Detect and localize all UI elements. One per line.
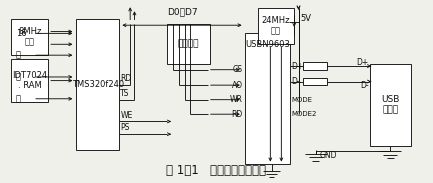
Bar	[76, 19, 120, 150]
Text: MODE2: MODE2	[291, 111, 317, 117]
Text: 24MHz
时钟: 24MHz 时钟	[262, 16, 290, 36]
Bar	[258, 8, 294, 44]
Text: D+: D+	[291, 61, 304, 71]
Text: TMS320f240: TMS320f240	[72, 80, 124, 89]
Text: USBN9603: USBN9603	[245, 40, 290, 49]
Text: D+: D+	[356, 58, 368, 67]
Text: WR: WR	[230, 95, 243, 104]
Text: 控制逻辑: 控制逻辑	[178, 40, 199, 49]
Text: 16: 16	[16, 29, 26, 38]
Text: RD: RD	[232, 110, 243, 119]
Text: WE: WE	[120, 111, 132, 120]
Bar	[303, 78, 326, 85]
Text: 号: 号	[16, 94, 21, 103]
Bar	[12, 59, 48, 102]
Bar	[245, 33, 290, 164]
Text: 8MHz
时钟: 8MHz 时钟	[18, 27, 42, 47]
Bar	[167, 24, 210, 64]
Text: 5V: 5V	[301, 14, 312, 23]
Text: D-: D-	[291, 77, 300, 86]
Text: D0～D7: D0～D7	[167, 7, 197, 16]
Text: USB
连接器: USB 连接器	[381, 95, 399, 115]
Text: RD: RD	[120, 74, 132, 83]
Bar	[370, 64, 411, 146]
Bar	[12, 19, 48, 55]
Text: GND: GND	[320, 151, 338, 160]
Text: AO: AO	[232, 81, 243, 90]
Text: 图 1－1   硬件结构原理框图: 图 1－1 硬件结构原理框图	[167, 164, 266, 177]
Text: CS: CS	[233, 65, 243, 74]
Text: 噪: 噪	[16, 51, 21, 60]
Text: IDT7024
. RAM: IDT7024 . RAM	[12, 71, 47, 90]
Text: MODE: MODE	[291, 97, 312, 103]
Text: TS: TS	[120, 89, 129, 98]
Text: PS: PS	[120, 123, 129, 132]
Text: 信: 信	[16, 72, 21, 81]
Text: D-: D-	[360, 81, 368, 90]
Bar	[303, 62, 326, 70]
